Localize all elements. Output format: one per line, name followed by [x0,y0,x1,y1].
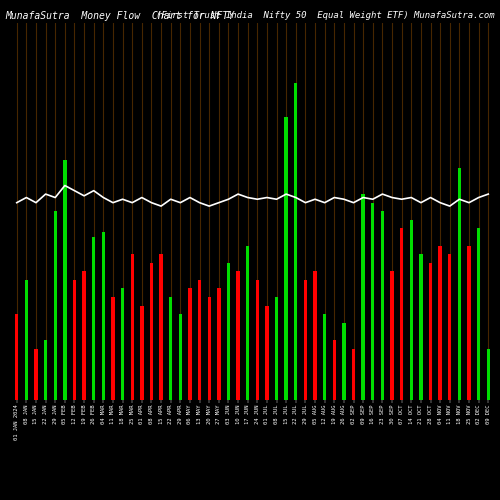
Bar [130,254,134,400]
Text: MunafaSutra  Money Flow  Chart for NFTY: MunafaSutra Money Flow Chart for NFTY [5,11,234,21]
Bar [54,211,57,400]
Bar [438,246,442,400]
Bar [208,297,211,400]
Bar [400,228,404,400]
Bar [419,254,422,400]
Bar [429,262,432,400]
Bar [390,272,394,400]
Bar [102,232,105,400]
Bar [410,220,413,400]
Bar [92,237,96,400]
Bar [486,348,490,400]
Bar [304,280,307,400]
Bar [236,272,240,400]
Bar [266,306,268,400]
Bar [371,202,374,400]
Bar [468,246,470,400]
Bar [82,272,86,400]
Bar [217,288,220,400]
Bar [284,117,288,400]
Text: (First Trust India  Nifty 50  Equal Weight ETF) MunafaSutra.com: (First Trust India Nifty 50 Equal Weight… [156,11,495,20]
Bar [160,254,163,400]
Bar [15,314,18,400]
Bar [188,288,192,400]
Bar [294,82,298,400]
Bar [73,280,76,400]
Bar [63,160,66,400]
Bar [332,340,336,400]
Bar [34,348,37,400]
Bar [44,340,48,400]
Bar [448,254,452,400]
Bar [314,272,316,400]
Bar [362,194,365,400]
Bar [121,288,124,400]
Bar [275,297,278,400]
Bar [342,323,345,400]
Bar [458,168,461,400]
Bar [323,314,326,400]
Bar [246,246,250,400]
Bar [256,280,259,400]
Bar [178,314,182,400]
Bar [24,280,28,400]
Bar [227,262,230,400]
Bar [352,348,355,400]
Bar [150,262,153,400]
Bar [169,297,172,400]
Bar [112,297,114,400]
Bar [380,211,384,400]
Bar [198,280,202,400]
Bar [477,228,480,400]
Bar [140,306,143,400]
